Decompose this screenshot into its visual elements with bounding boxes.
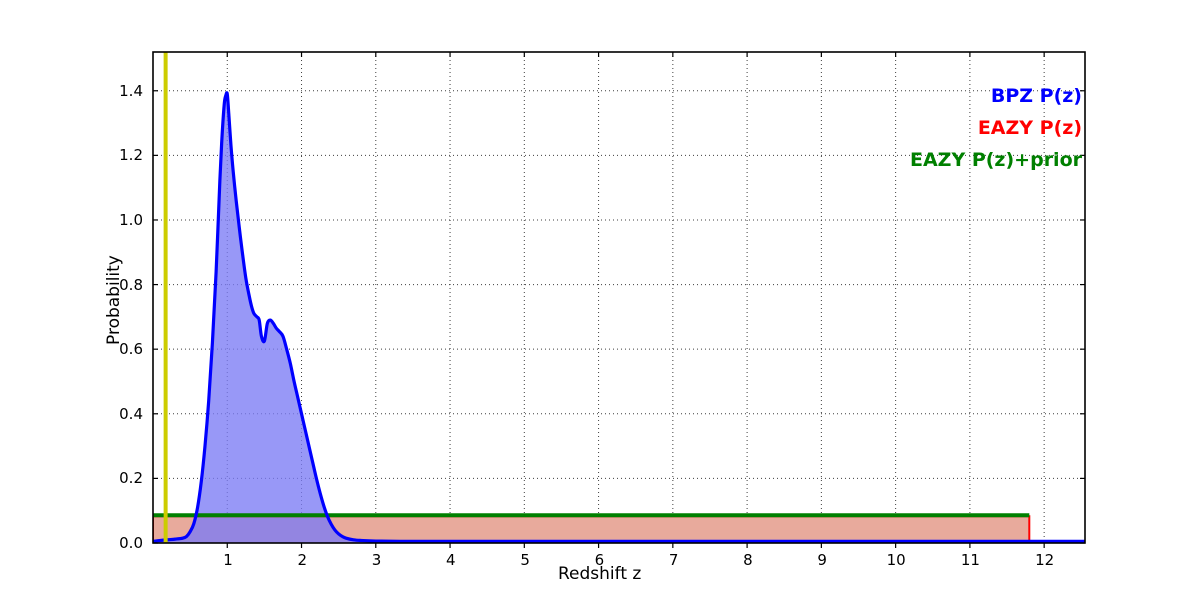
x-tick-label: 12 — [1035, 551, 1055, 569]
x-tick-label: 8 — [743, 551, 753, 569]
bpz-curve — [153, 91, 1085, 543]
y-tick-label: 1.0 — [119, 210, 143, 229]
y-tick-label: 0.4 — [119, 404, 143, 423]
legend-label-eazy-prior: EAZY P(z)+prior — [909, 149, 1082, 171]
legend-label-bpz: BPZ P(z) — [990, 85, 1082, 107]
y-axis-label: Probability — [104, 255, 124, 345]
x-tick-label: 6 — [594, 551, 605, 569]
bpz-area — [153, 92, 1085, 543]
legend-label-eazy: EAZY P(z) — [977, 117, 1082, 139]
x-tick-label: 10 — [886, 551, 906, 569]
x-tick-label: 7 — [668, 551, 679, 569]
y-tick-label: 0.2 — [119, 469, 143, 488]
y-tick-label: 0.6 — [119, 340, 143, 359]
x-tick-label: 1 — [223, 551, 233, 569]
x-tick-label: 2 — [297, 551, 308, 569]
legend-entry-bpz: BPZ P(z) — [991, 85, 1082, 107]
y-tick-label: 1.4 — [119, 81, 143, 100]
y-tick-label: 1.2 — [119, 146, 143, 165]
y-tick-label: 0.8 — [119, 275, 143, 294]
legend-entry-eazy: EAZY P(z) — [978, 117, 1082, 139]
axes-frame — [152, 51, 1086, 544]
legend-entry-eazy-prior: EAZY P(z)+prior — [910, 149, 1082, 171]
x-axis-label: Redshift z — [558, 564, 642, 584]
x-tick-label: 11 — [960, 551, 980, 569]
y-tick-label: 0.0 — [119, 534, 143, 552]
x-tick-label: 3 — [371, 551, 382, 569]
x-tick-label: 4 — [446, 551, 456, 569]
x-tick-label: 5 — [520, 551, 530, 569]
x-tick-label: 9 — [817, 551, 827, 569]
